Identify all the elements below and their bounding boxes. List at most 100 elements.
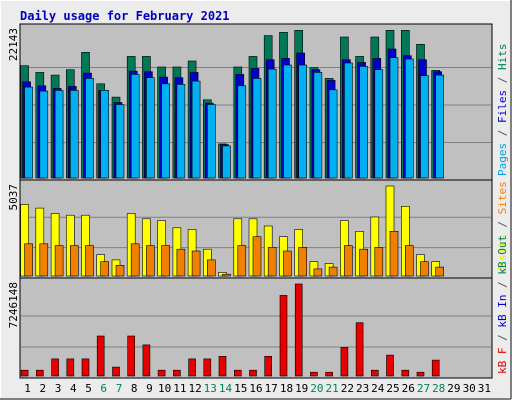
x-tick-label: 29 xyxy=(447,382,460,395)
axis-max-label: 7246148 xyxy=(7,282,20,328)
x-tick-label: 19 xyxy=(295,382,308,395)
bar-sites xyxy=(85,245,94,277)
bar-sites xyxy=(54,245,64,277)
bar-pages xyxy=(435,74,445,179)
legend-entry: kB F xyxy=(496,348,509,375)
bar-kb-f xyxy=(401,369,410,377)
bar-pages xyxy=(298,64,308,179)
x-tick-label: 22 xyxy=(341,382,354,395)
x-tick-label: 10 xyxy=(158,382,171,395)
x-tick-label: 20 xyxy=(310,382,323,395)
bar-kb-f xyxy=(234,369,242,377)
legend-entry: Files xyxy=(496,90,509,123)
bar-sites xyxy=(207,259,216,277)
bar-kb-f xyxy=(340,347,349,377)
legend-separator: / xyxy=(496,70,509,90)
legend-separator: / xyxy=(496,275,509,295)
x-tick-label: 21 xyxy=(325,382,338,395)
bar-pages xyxy=(130,74,140,179)
bar-kb-f xyxy=(370,369,379,377)
bar-sites xyxy=(222,273,231,277)
bar-pages xyxy=(222,145,231,179)
bar-pages xyxy=(328,89,338,179)
bar-kb-f xyxy=(112,366,120,377)
panel-plot-area xyxy=(19,277,493,379)
axis-max-label: 22143 xyxy=(7,28,20,61)
bar-kb-f xyxy=(66,358,75,377)
bar-kb-f xyxy=(203,358,212,377)
x-tick-label: 11 xyxy=(173,382,186,395)
panel-legend: Visits / Sites xyxy=(496,181,509,274)
bar-pages xyxy=(85,78,94,179)
bar-sites xyxy=(404,245,414,277)
bar-kb-f xyxy=(127,335,135,377)
legend-separator: / xyxy=(496,328,509,348)
bar-sites xyxy=(435,266,445,277)
bar-sites xyxy=(176,248,186,277)
bar-kb-f xyxy=(294,283,303,377)
bar-kb-f xyxy=(173,369,181,377)
legend-entry: Hits xyxy=(496,44,509,71)
bar-kb-f xyxy=(218,355,227,377)
bar-kb-f xyxy=(20,369,29,377)
bar-sites xyxy=(298,247,308,277)
bar-sites xyxy=(313,268,323,277)
axis-max-label: 5037 xyxy=(7,184,20,211)
legend-entry: kB In xyxy=(496,295,509,328)
bar-pages xyxy=(191,80,201,179)
bar-kb-f xyxy=(35,369,44,377)
bar-pages xyxy=(237,85,247,179)
bar-sites xyxy=(24,243,33,277)
bar-pages xyxy=(115,104,125,179)
bar-kb-f xyxy=(325,371,333,377)
chart-title: Daily usage for February 2021 xyxy=(20,9,230,23)
legend-entry: kB Out xyxy=(496,235,509,275)
bar-pages xyxy=(404,58,414,179)
bar-sites xyxy=(130,243,140,277)
legend-separator: / xyxy=(496,123,509,143)
x-tick-label: 31 xyxy=(478,382,491,395)
bar-sites xyxy=(252,236,262,277)
bar-kb-f xyxy=(188,358,196,377)
bar-pages xyxy=(252,78,262,179)
bar-kb-f xyxy=(416,371,425,377)
bar-sites xyxy=(389,231,399,277)
bar-kb-f xyxy=(431,359,440,377)
x-tick-label: 6 xyxy=(100,382,107,395)
bar-pages xyxy=(283,64,292,179)
bar-pages xyxy=(146,77,155,179)
bar-sites xyxy=(359,248,368,277)
bar-sites xyxy=(191,250,201,277)
bar-kb-f xyxy=(51,358,59,377)
bar-kb-f xyxy=(386,354,394,377)
chart-panels: 22143 Pages / Files / Hits 5037 Visits / Si… xyxy=(7,23,509,379)
bar-sites xyxy=(267,247,277,277)
x-tick-label: 13 xyxy=(204,382,217,395)
bar-kb-f xyxy=(81,358,90,377)
bar-sites xyxy=(237,245,247,277)
bar-pages xyxy=(420,75,429,179)
x-tick-label: 17 xyxy=(265,382,278,395)
bar-pages xyxy=(70,90,79,179)
x-tick-label: 30 xyxy=(463,382,476,395)
x-tick-label: 8 xyxy=(131,382,138,395)
bar-sites xyxy=(161,245,170,277)
x-tick-label: 9 xyxy=(146,382,153,395)
bar-pages xyxy=(313,72,323,179)
bar-kb-f xyxy=(142,344,151,377)
x-tick-label: 28 xyxy=(432,382,445,395)
bar-pages xyxy=(267,68,277,179)
x-tick-label: 5 xyxy=(85,382,92,395)
bar-kb-f xyxy=(157,369,166,377)
x-tick-label: 14 xyxy=(219,382,233,395)
bar-kb-f xyxy=(355,322,364,377)
x-tick-label: 16 xyxy=(249,382,262,395)
x-tick-label: 7 xyxy=(116,382,123,395)
panel-legend: Pages / Files / Hits xyxy=(496,44,509,177)
x-tick-label: 18 xyxy=(280,382,293,395)
panel-legend: kB F / kB In / kB Out xyxy=(496,235,509,374)
bar-sites xyxy=(374,247,384,277)
legend-separator: / xyxy=(496,214,509,234)
